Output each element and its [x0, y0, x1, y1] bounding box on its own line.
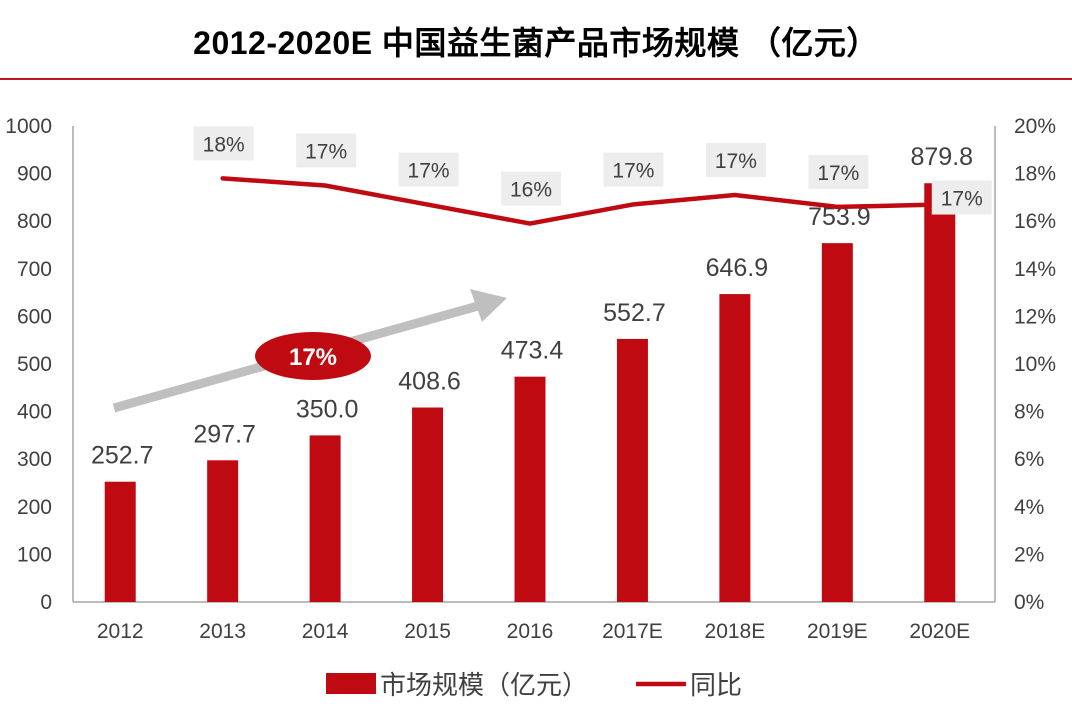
growth-value-label: 16% [510, 179, 552, 202]
growth-value-label: 17% [408, 160, 450, 183]
x-tick-label: 2017E [602, 620, 663, 643]
y-left-tick-label: 1000 [5, 115, 52, 138]
bar [412, 407, 444, 602]
legend-label-bar: 市场规模（亿元） [380, 670, 588, 700]
bar [514, 376, 546, 602]
title-divider [0, 78, 1072, 80]
growth-line [220, 176, 943, 226]
y-right-tick-label: 8% [1014, 401, 1044, 424]
y-right-tick-label: 4% [1014, 496, 1044, 519]
growth-value-label: 17% [612, 160, 654, 183]
bar-value-label: 252.7 [91, 442, 154, 470]
bar [821, 243, 853, 602]
bar-value-label: 552.7 [603, 299, 666, 327]
growth-label-box [603, 152, 664, 187]
growth-value-label: 17% [305, 141, 347, 164]
chart-title: 2012-2020E 中国益生菌产品市场规模 （亿元） [193, 25, 879, 61]
x-tick-label: 2013 [199, 620, 246, 643]
y-left-tick-label: 700 [17, 258, 52, 281]
bar [104, 481, 136, 602]
cagr-arrow-head [470, 289, 507, 322]
y-right-tick-label: 12% [1014, 305, 1056, 328]
y-left-tick-label: 100 [17, 543, 52, 566]
x-tick-label: 2019E [807, 620, 868, 643]
y-right-tick-label: 6% [1014, 448, 1044, 471]
x-tick-label: 2015 [404, 620, 451, 643]
cagr-badge [255, 332, 371, 380]
y-right-tick-label: 20% [1014, 115, 1056, 138]
x-tick-label: 2018E [705, 620, 766, 643]
y-right-tick-label: 18% [1014, 163, 1056, 186]
y-left-tick-label: 0 [40, 591, 52, 614]
bar-value-label: 297.7 [193, 420, 256, 448]
growth-label-box [398, 152, 459, 187]
bar-value-label: 879.8 [910, 143, 973, 171]
bar [719, 294, 751, 602]
growth-label-box [296, 133, 357, 168]
bar [616, 338, 648, 602]
x-tick-label: 2016 [507, 620, 554, 643]
x-tick-label: 2014 [302, 620, 349, 643]
y-left-tick-label: 300 [17, 448, 52, 471]
y-right-tick-label: 2% [1014, 543, 1044, 566]
growth-value-label: 17% [941, 188, 983, 211]
y-right-tick-label: 10% [1014, 353, 1056, 376]
growth-value-label: 17% [715, 150, 757, 173]
legend-swatch-bar [326, 673, 376, 694]
y-left-tick-label: 200 [17, 496, 52, 519]
bar [924, 183, 956, 602]
y-left-tick-label: 400 [17, 401, 52, 424]
bar-value-label: 350.0 [296, 395, 359, 423]
legend-label-line: 同比 [690, 670, 742, 700]
growth-label-box [193, 126, 254, 161]
x-tick-label: 2012 [97, 620, 144, 643]
bar-value-label: 473.4 [501, 337, 564, 365]
growth-label-box [705, 143, 766, 178]
growth-label-box [808, 154, 869, 189]
growth-value-label: 18% [203, 133, 245, 156]
bar-value-label: 646.9 [706, 254, 769, 282]
y-left-tick-label: 600 [17, 305, 52, 328]
bar [309, 435, 341, 602]
y-left-tick-label: 900 [17, 163, 52, 186]
bar-value-label: 408.6 [398, 368, 461, 396]
bar [207, 460, 239, 602]
cagr-label: 17% [289, 344, 337, 371]
y-right-tick-label: 14% [1014, 258, 1056, 281]
growth-value-label: 17% [817, 162, 859, 185]
y-right-tick-label: 16% [1014, 210, 1056, 233]
y-left-tick-label: 500 [17, 353, 52, 376]
x-tick-label: 2020E [909, 620, 970, 643]
growth-label-box [931, 180, 992, 215]
y-right-tick-label: 0% [1014, 591, 1044, 614]
y-left-tick-label: 800 [17, 210, 52, 233]
growth-label-box [501, 171, 561, 206]
